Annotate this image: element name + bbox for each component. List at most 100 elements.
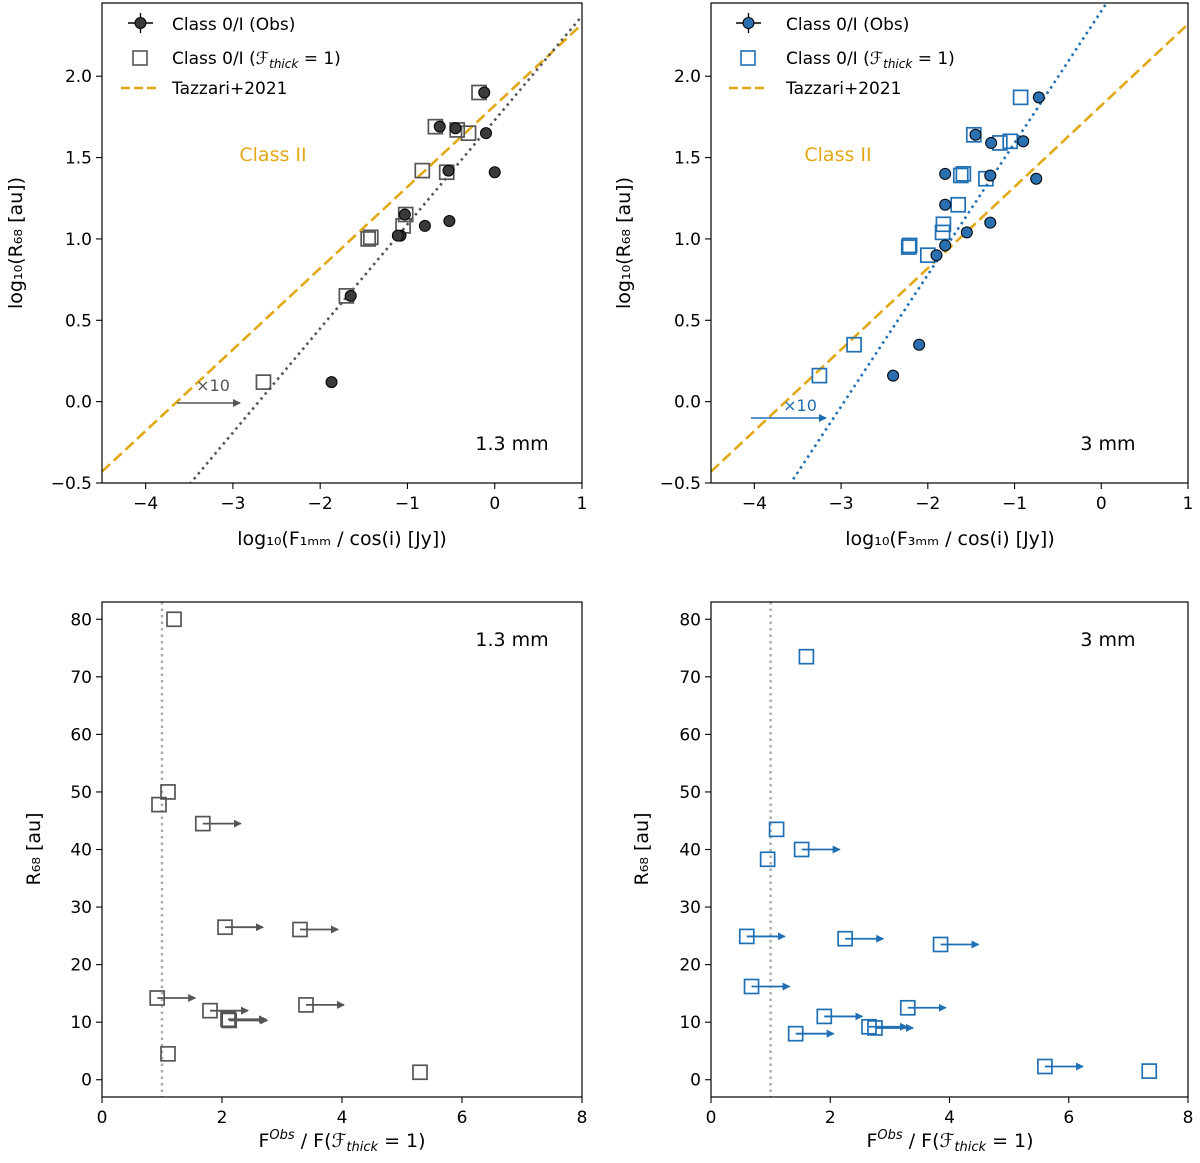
model-point (900, 239, 917, 255)
obs-point (939, 198, 952, 211)
x-tick-label: 0 (706, 1108, 717, 1128)
model-point (414, 162, 431, 179)
obs-point (930, 249, 943, 262)
model-point (950, 196, 967, 213)
y-tick-label: 30 (679, 898, 701, 918)
y-tick-label: −0.5 (51, 474, 92, 494)
ratio-point (298, 997, 314, 1013)
y-tick-label: 20 (679, 956, 701, 976)
x10-label: ×10 (196, 376, 230, 395)
y-tick-label: 0 (690, 1071, 701, 1091)
obs-point (887, 369, 900, 382)
ratio-point (1141, 1063, 1158, 1079)
x-axis-label: FObs / F(ℱthick = 1) (258, 1128, 425, 1155)
model-point (360, 231, 377, 247)
model-point (397, 206, 414, 223)
ratio-point (759, 851, 776, 868)
y-tick-label: 60 (70, 725, 92, 745)
legend-model-marker (132, 50, 148, 66)
x-tick-label: 2 (825, 1108, 836, 1128)
obs-point (391, 229, 404, 242)
x10-label: ×10 (783, 396, 817, 415)
y-tick-label: 50 (70, 783, 92, 803)
x-tick-label: −2 (308, 494, 333, 514)
y-tick-label: 2.0 (674, 67, 701, 87)
obs-point (478, 86, 491, 99)
y-tick-label: 20 (70, 956, 92, 976)
ratio-point (932, 936, 949, 953)
ratio-point (149, 990, 166, 1006)
ratio-point (217, 919, 233, 936)
y-axis-label: log₁₀(R₆₈ [au]) (613, 177, 635, 309)
x-tick-label: 1 (1183, 494, 1194, 514)
obs-point (960, 226, 973, 239)
x-tick-label: 6 (1063, 1108, 1074, 1128)
obs-point (913, 338, 926, 351)
model-point (255, 374, 272, 390)
y-tick-label: 60 (679, 725, 701, 745)
band-label: 3 mm (1080, 629, 1135, 651)
x-tick-label: −3 (220, 494, 245, 514)
y-tick-label: 30 (70, 898, 92, 918)
model-point (1002, 133, 1019, 150)
legend-model-label: Class 0/I (ℱthick = 1) (172, 49, 341, 71)
band-label: 1.3 mm (475, 629, 548, 651)
y-tick-label: 1.0 (65, 230, 92, 250)
fit-line (789, 3, 1109, 483)
x-tick-label: 0 (489, 494, 500, 514)
ratio-point (160, 784, 176, 800)
plot-frame (710, 2, 1189, 484)
legend-model-label: Class 0/I (ℱthick = 1) (786, 49, 955, 71)
obs-point (1030, 172, 1043, 185)
plot-frame (710, 601, 1189, 1098)
obs-point (344, 289, 357, 302)
x-axis-label: log₁₀(F₁ₘₘ / cos(i) [Jy]) (237, 528, 447, 550)
ratio-point (861, 1018, 877, 1035)
obs-point (442, 164, 455, 177)
obs-point (398, 208, 411, 221)
y-tick-label: 40 (679, 841, 701, 861)
x-tick-label: −3 (829, 494, 854, 514)
obs-point (984, 169, 997, 182)
ratio-point (816, 1008, 833, 1025)
x-tick-label: −4 (133, 494, 158, 514)
obs-point (325, 376, 338, 389)
obs-point (985, 136, 998, 149)
y-axis-label: R₆₈ [au] (631, 813, 653, 886)
ratio-point (837, 930, 854, 947)
model-point (362, 229, 379, 246)
legend: Class 0/I (Obs) Class 0/I (ℱthick = 1) T… (729, 13, 955, 99)
legend-model-marker (740, 50, 756, 66)
x-axis-label: FObs / F(ℱthick = 1) (866, 1128, 1033, 1155)
model-point (935, 216, 952, 233)
ratio-point (194, 815, 211, 832)
ratio-point (221, 1012, 238, 1029)
x-tick-label: 8 (577, 1108, 588, 1128)
obs-point (480, 127, 492, 140)
legend-obs-label: Class 0/I (Obs) (786, 15, 909, 35)
class-ii-label: Class II (804, 144, 871, 166)
legend-obs-marker (742, 17, 755, 29)
ratio-point (738, 928, 755, 945)
obs-point (939, 239, 952, 252)
y-tick-label: 1.5 (674, 149, 701, 169)
obs-point (488, 166, 501, 179)
legend-tazzari-label: Tazzari+2021 (171, 79, 287, 99)
band-label: 1.3 mm (475, 433, 548, 455)
ratio-point (166, 611, 182, 628)
ratio-point (787, 1025, 804, 1042)
x-axis-label: log₁₀(F₃ₘₘ / cos(i) [Jy]) (845, 528, 1055, 550)
plot-frame (101, 2, 583, 484)
legend: Class 0/I (Obs) Class 0/I (ℱthick = 1) T… (121, 13, 341, 99)
y-tick-label: 50 (679, 783, 701, 803)
y-tick-label: 70 (70, 668, 92, 688)
x-tick-label: 8 (1183, 1108, 1194, 1128)
band-label: 3 mm (1080, 433, 1135, 455)
y-tick-label: 0.5 (65, 311, 92, 331)
y-tick-label: 80 (70, 610, 92, 630)
obs-point (418, 219, 431, 232)
ratio-point (793, 841, 810, 858)
legend-obs-marker (134, 17, 147, 29)
